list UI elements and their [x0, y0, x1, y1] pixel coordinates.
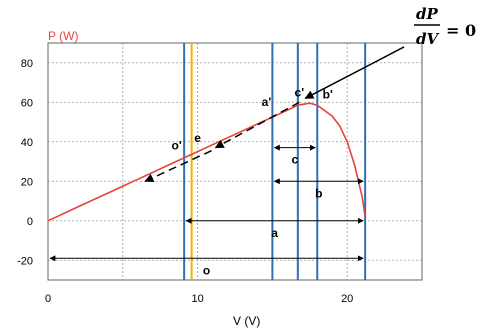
y-tick-label: 40 [21, 137, 33, 149]
y-axis-label: P (W) [48, 29, 78, 43]
x-axis-label: V (V) [233, 314, 260, 328]
range-label-o: o [203, 263, 210, 277]
equation-numerator: dP [416, 5, 438, 23]
range-arrows: a b c o [49, 46, 405, 277]
tracking-direction-arrow [214, 101, 300, 149]
point-labels: a' c' b' o' e [172, 85, 333, 152]
series-layer [47, 102, 366, 222]
point-label: c' [295, 85, 305, 99]
y-tick-label: 20 [21, 176, 33, 188]
y-tick-label: 0 [27, 216, 33, 228]
point-label: o' [172, 139, 182, 153]
point-label: b' [323, 87, 333, 101]
point-label: e [194, 131, 201, 145]
x-tick-label: 20 [341, 293, 353, 305]
plot-area [47, 42, 423, 281]
power-curve [47, 102, 366, 222]
range-label-a: a [271, 226, 278, 240]
mpp-pointer-arrow [304, 46, 405, 99]
vertical-lines [183, 43, 367, 280]
equation-denominator: dV [416, 30, 439, 48]
y-tick-label: 80 [21, 58, 33, 70]
equation-rhs: = 0 [446, 21, 476, 40]
y-tick-label: -20 [17, 255, 33, 267]
x-tick-label: 10 [191, 293, 203, 305]
tick-labels: 0 10 20 -20 0 20 40 60 80 [17, 58, 353, 305]
x-tick-label: 0 [45, 293, 51, 305]
derivative-equation: dP dV = 0 [414, 5, 476, 48]
range-label-b: b [315, 186, 322, 200]
point-label: a' [262, 95, 272, 109]
y-tick-label: 60 [21, 97, 33, 109]
range-label-c: c [291, 153, 298, 167]
